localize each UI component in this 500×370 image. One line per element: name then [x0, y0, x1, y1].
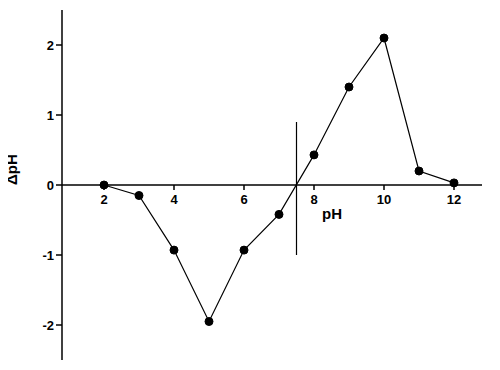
svg-text:4: 4	[170, 192, 178, 207]
svg-text:ΔpH: ΔpH	[8, 154, 20, 185]
svg-text:6: 6	[240, 192, 247, 207]
svg-text:2: 2	[47, 38, 54, 53]
svg-text:2: 2	[100, 192, 107, 207]
svg-text:12: 12	[447, 192, 461, 207]
svg-text:1: 1	[47, 108, 54, 123]
html-text:pH: pH	[322, 205, 342, 222]
svg-text:8: 8	[310, 192, 317, 207]
svg-text:-1: -1	[42, 248, 54, 263]
svg-text:10: 10	[377, 192, 391, 207]
svg-text:0: 0	[47, 178, 54, 193]
svg-text:-2: -2	[42, 318, 54, 333]
